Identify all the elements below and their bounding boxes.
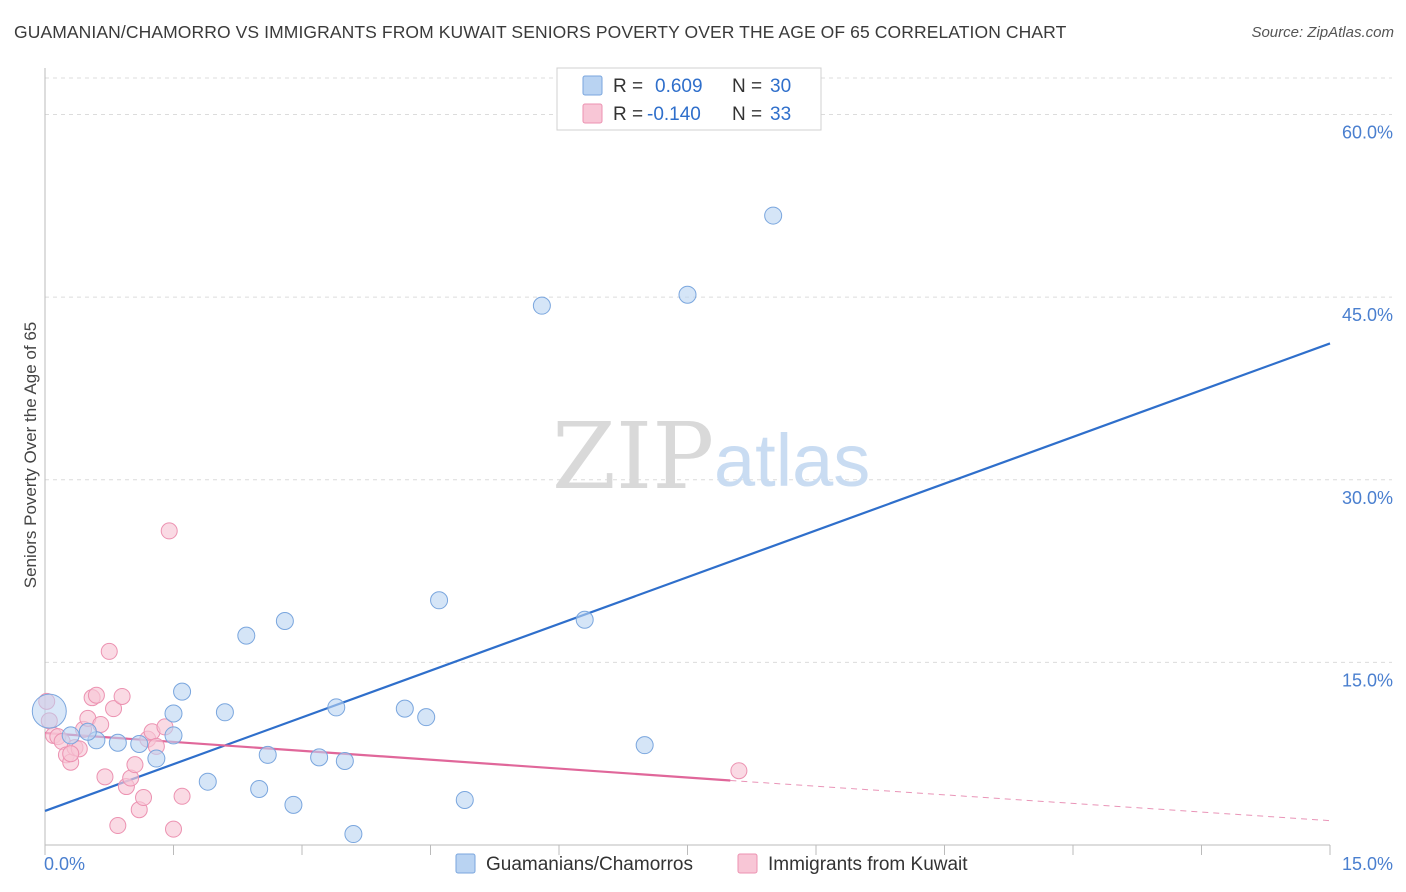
- grid-lines: [45, 77, 1392, 663]
- legend-swatch-pink: [582, 103, 603, 124]
- point-kuwait-21: [126, 756, 144, 774]
- y-tick-label-0: 15.0%: [1342, 670, 1393, 690]
- point-kuwait-32: [730, 762, 748, 780]
- point-kuwait-15: [100, 642, 118, 660]
- point-guamanians-11: [250, 779, 269, 798]
- point-guamanians-23: [532, 296, 551, 315]
- point-kuwait-29: [165, 820, 182, 838]
- chart-title: GUAMANIAN/CHAMORRO VS IMMIGRANTS FROM KU…: [14, 22, 1067, 42]
- x-tick-label-0: 0.0%: [44, 854, 85, 874]
- series-legend: Guamanians/Chamorros Immigrants from Kuw…: [455, 853, 968, 875]
- source-label: Source: ZipAtlas.com: [1251, 24, 1394, 41]
- series-legend-swatch-kuwait: [737, 853, 758, 874]
- legend-r-value-0: 0.609: [655, 76, 703, 97]
- point-guamanians-20: [417, 708, 436, 727]
- correlation-legend: R = 0.609 N = 30 R = -0.140 N = 33: [556, 67, 822, 131]
- point-guamanians-12: [258, 745, 277, 764]
- point-guamanians-24: [575, 610, 594, 629]
- point-guamanians-7: [173, 682, 192, 701]
- x-tick-label-1: 15.0%: [1342, 854, 1393, 874]
- point-guamanians-19: [395, 699, 414, 718]
- point-kuwait-31: [62, 745, 80, 763]
- data-points: [31, 206, 783, 844]
- point-guamanians-29: [61, 726, 80, 745]
- point-guamanians-25: [635, 736, 654, 755]
- point-guamanians-0: [31, 693, 67, 729]
- legend-n-value-1: 33: [770, 104, 791, 125]
- point-guamanians-4: [147, 749, 166, 768]
- point-guamanians-26: [678, 285, 697, 304]
- watermark: ZIP atlas: [552, 403, 870, 510]
- y-tick-label-1: 30.0%: [1342, 488, 1393, 508]
- point-guamanians-15: [310, 748, 329, 767]
- point-kuwait-30: [173, 787, 191, 805]
- point-guamanians-14: [284, 795, 303, 814]
- y-axis-label: Seniors Poverty Over the Age of 65: [21, 322, 40, 588]
- trend-line-kuwait-extrapolated: [730, 779, 1331, 822]
- legend-n-label-1: N =: [732, 104, 762, 125]
- y-tick-labels: 15.0% 30.0% 45.0% 60.0%: [1342, 123, 1393, 691]
- point-guamanians-8: [198, 772, 217, 791]
- point-guamanians-28: [78, 722, 97, 741]
- x-tick-labels: 0.0% 15.0%: [44, 854, 1393, 874]
- point-guamanians-17: [335, 751, 354, 770]
- point-kuwait-12: [87, 686, 105, 704]
- point-guamanians-21: [430, 591, 449, 610]
- point-kuwait-18: [113, 687, 131, 705]
- point-kuwait-14: [96, 768, 114, 786]
- legend-swatch-blue: [582, 75, 603, 96]
- point-guamanians-18: [344, 825, 363, 844]
- y-tick-label-2: 45.0%: [1342, 305, 1393, 325]
- point-guamanians-5: [164, 704, 183, 723]
- point-guamanians-9: [215, 703, 234, 722]
- point-guamanians-27: [764, 206, 783, 225]
- watermark-atlas: atlas: [714, 419, 870, 502]
- point-guamanians-2: [108, 733, 127, 752]
- legend-n-label-0: N =: [732, 76, 762, 97]
- y-tick-label-3: 60.0%: [1342, 123, 1393, 143]
- trend-line-guamanians: [44, 342, 1331, 812]
- point-kuwait-28: [160, 522, 178, 540]
- legend-r-label-0: R =: [613, 76, 643, 97]
- point-guamanians-13: [275, 611, 294, 630]
- point-guamanians-22: [455, 790, 474, 809]
- point-kuwait-23: [135, 789, 153, 807]
- point-guamanians-6: [164, 726, 183, 745]
- legend-r-value-1: -0.140: [647, 104, 701, 125]
- series-legend-swatch-guamanians: [455, 853, 476, 874]
- point-kuwait-17: [109, 817, 127, 835]
- series-legend-label-kuwait: Immigrants from Kuwait: [768, 854, 968, 875]
- series-legend-label-guamanians: Guamanians/Chamorros: [486, 854, 693, 875]
- point-guamanians-16: [327, 698, 346, 717]
- point-guamanians-3: [130, 734, 149, 753]
- point-guamanians-10: [237, 626, 256, 645]
- legend-r-label-1: R =: [613, 104, 643, 125]
- legend-n-value-0: 30: [770, 76, 791, 97]
- watermark-zip: ZIP: [552, 403, 714, 510]
- point-kuwait-16: [105, 700, 123, 718]
